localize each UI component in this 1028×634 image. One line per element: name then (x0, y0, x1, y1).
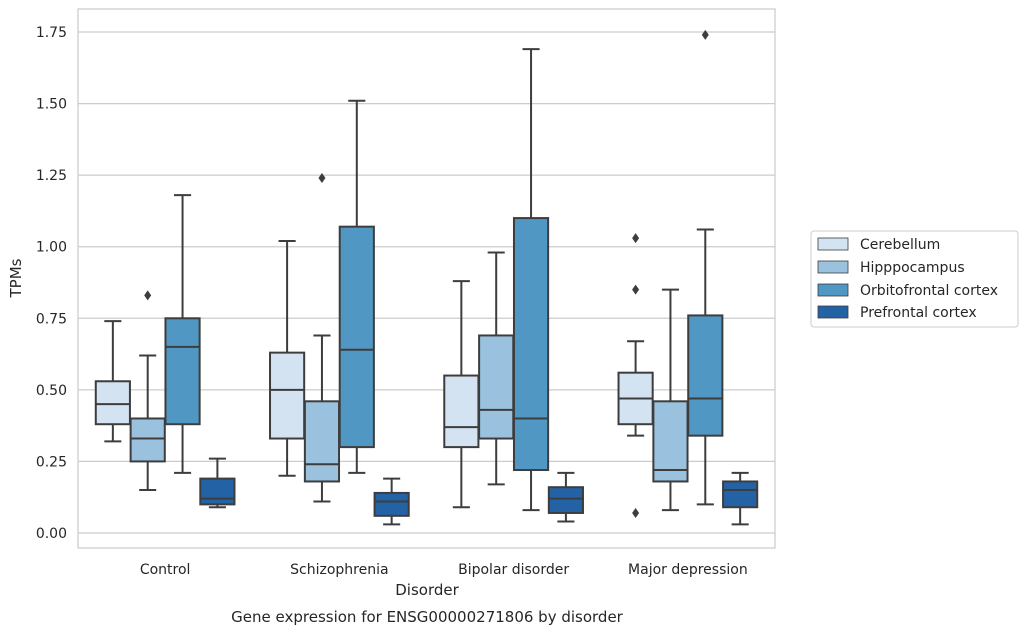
box-plot (199, 457, 236, 509)
box-plot (617, 233, 654, 518)
box (478, 334, 515, 440)
box-plot (722, 471, 759, 526)
outlier-point (632, 284, 640, 295)
box (129, 417, 166, 463)
y-tick-label: 0.50 (36, 383, 67, 399)
box-plot (652, 288, 689, 512)
box (512, 217, 550, 472)
y-tick-label: 1.25 (36, 168, 67, 184)
box-plot (338, 99, 375, 474)
legend-label: Orbitofrontal cortex (860, 283, 998, 299)
y-tick-label: 0.00 (36, 526, 67, 542)
y-tick-label: 0.25 (36, 454, 67, 470)
outlier-point (144, 290, 152, 301)
outlier-point (701, 29, 709, 40)
y-tick-label: 1.00 (36, 240, 67, 256)
box-plot (373, 477, 410, 526)
y-tick-label: 1.75 (36, 25, 67, 41)
box-plot (94, 320, 131, 443)
legend-label: Hipppocampus (860, 260, 965, 276)
legend-label: Prefrontal cortex (860, 305, 977, 321)
box-plot (547, 471, 584, 523)
box-plot (443, 280, 480, 509)
box (338, 225, 375, 449)
box (199, 477, 236, 506)
box (94, 380, 131, 426)
box (652, 400, 689, 483)
legend: Cerebellum Hipppocampus Orbitofrontal co… (810, 230, 1019, 328)
x-tick-label: Schizophrenia (290, 562, 388, 578)
box-plot (687, 29, 724, 506)
box (269, 351, 306, 440)
x-tick-label: Bipolar disorder (458, 562, 569, 578)
legend-swatch (817, 283, 849, 297)
outlier-point (632, 233, 640, 244)
x-axis-ticks: Control Schizophrenia Bipolar disorder Majo… (140, 562, 748, 578)
box-plot (129, 290, 166, 492)
box-plot (512, 48, 550, 512)
legend-frame (810, 230, 1019, 328)
outlier-point (632, 507, 640, 518)
x-axis-label: Disorder (395, 581, 459, 599)
y-tick-label: 1.50 (36, 97, 67, 113)
box (722, 480, 759, 509)
outlier-point (318, 173, 326, 184)
chart-caption: Gene expression for ENSG00000271806 by d… (231, 608, 624, 626)
box (373, 491, 410, 517)
box-plot (164, 194, 201, 474)
x-tick-label: Control (140, 562, 191, 578)
y-tick-label: 0.75 (36, 311, 67, 327)
box (303, 400, 341, 483)
x-tick-label: Major depression (628, 562, 748, 578)
box-plots (94, 29, 759, 526)
box (164, 317, 201, 426)
y-axis-ticks: 0.00 0.25 0.50 0.75 1.00 1.25 1.50 1.75 (36, 25, 67, 542)
legend-label: Cerebellum (860, 237, 940, 253)
box (547, 486, 584, 514)
legend-swatch (817, 260, 849, 274)
legend-swatch (817, 237, 849, 251)
box (687, 314, 724, 437)
box-plot (269, 239, 306, 477)
y-axis-label: TPMs (7, 258, 25, 298)
legend-swatch (817, 305, 849, 319)
box (443, 374, 480, 449)
